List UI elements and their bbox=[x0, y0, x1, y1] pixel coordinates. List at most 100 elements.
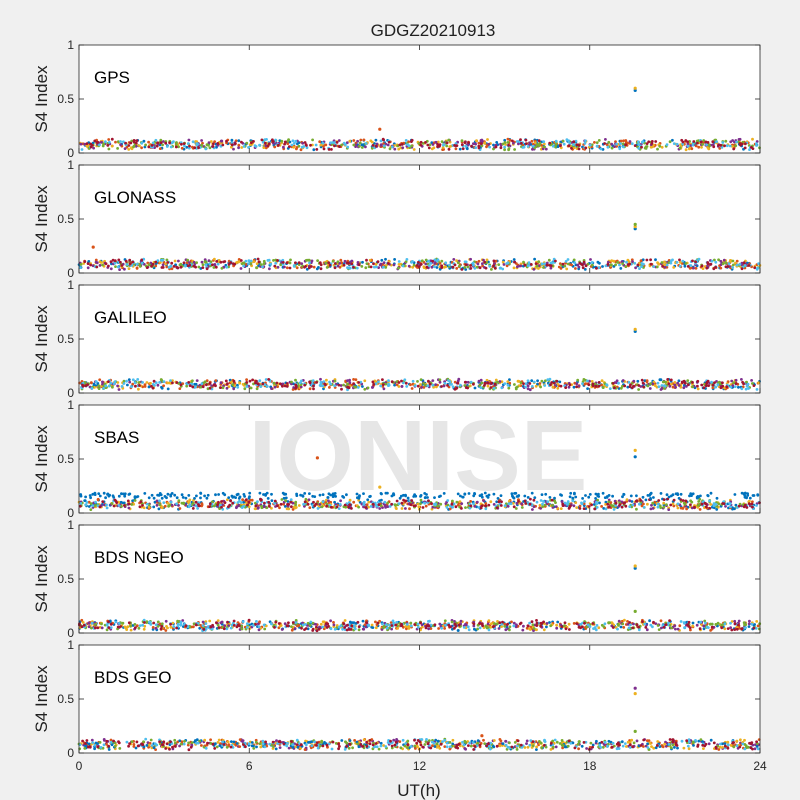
data-point bbox=[729, 259, 732, 262]
data-point bbox=[503, 382, 507, 385]
data-point bbox=[312, 384, 315, 388]
data-point bbox=[232, 387, 236, 391]
data-point bbox=[104, 496, 107, 500]
data-point bbox=[528, 388, 532, 392]
data-point bbox=[479, 378, 483, 382]
data-point bbox=[230, 143, 234, 147]
data-point bbox=[704, 502, 708, 506]
data-point bbox=[506, 380, 510, 383]
data-point bbox=[159, 141, 163, 145]
data-point bbox=[210, 384, 214, 387]
data-point bbox=[397, 385, 401, 388]
data-point bbox=[135, 262, 139, 266]
data-point bbox=[750, 379, 753, 382]
data-point bbox=[637, 140, 640, 144]
data-point bbox=[694, 266, 698, 270]
data-point bbox=[294, 139, 298, 143]
data-point bbox=[542, 142, 546, 146]
data-point bbox=[503, 624, 507, 628]
data-point bbox=[294, 261, 297, 265]
data-point bbox=[549, 264, 553, 267]
data-point bbox=[614, 501, 618, 505]
data-point bbox=[427, 264, 431, 267]
data-point bbox=[98, 494, 102, 498]
data-point bbox=[171, 381, 174, 385]
data-point bbox=[668, 384, 672, 388]
data-point bbox=[84, 495, 87, 499]
data-point bbox=[620, 260, 624, 263]
data-point bbox=[576, 378, 580, 382]
data-point bbox=[697, 500, 701, 503]
data-point bbox=[120, 264, 124, 267]
data-point bbox=[512, 621, 516, 625]
data-point bbox=[322, 144, 325, 148]
data-point bbox=[689, 144, 693, 147]
data-point bbox=[645, 145, 649, 148]
data-point bbox=[372, 262, 375, 266]
data-point bbox=[469, 267, 473, 270]
data-point bbox=[646, 502, 649, 506]
data-point bbox=[740, 491, 744, 495]
data-point bbox=[129, 141, 133, 145]
data-point bbox=[403, 378, 407, 382]
data-point bbox=[499, 266, 502, 270]
data-point bbox=[497, 263, 501, 266]
data-point bbox=[595, 144, 599, 148]
data-point bbox=[642, 506, 646, 509]
data-point bbox=[91, 264, 95, 268]
data-point bbox=[148, 263, 151, 267]
data-point bbox=[206, 493, 210, 497]
data-point bbox=[245, 141, 249, 145]
data-point bbox=[528, 628, 532, 631]
data-point bbox=[645, 142, 649, 146]
data-point bbox=[551, 144, 555, 148]
data-point bbox=[127, 144, 131, 147]
data-point bbox=[156, 259, 160, 263]
data-point bbox=[297, 144, 301, 148]
data-point bbox=[438, 378, 442, 382]
data-point bbox=[333, 266, 337, 270]
data-point bbox=[249, 262, 253, 266]
data-point bbox=[681, 140, 685, 144]
data-point bbox=[530, 379, 534, 383]
data-point bbox=[91, 504, 95, 508]
data-point bbox=[656, 502, 660, 506]
data-point bbox=[186, 258, 190, 262]
data-point bbox=[751, 147, 755, 151]
data-point bbox=[180, 142, 183, 146]
data-point bbox=[629, 383, 632, 387]
data-point bbox=[486, 622, 490, 626]
data-point bbox=[481, 262, 484, 266]
data-point bbox=[350, 262, 354, 266]
data-point bbox=[348, 620, 352, 624]
data-point bbox=[588, 493, 592, 496]
data-point bbox=[711, 140, 715, 144]
data-point bbox=[424, 262, 428, 266]
data-point bbox=[339, 258, 343, 262]
data-point bbox=[281, 263, 285, 266]
data-point bbox=[634, 266, 637, 270]
data-point bbox=[97, 384, 101, 388]
data-point bbox=[364, 142, 368, 145]
data-point bbox=[463, 260, 467, 264]
data-point bbox=[165, 258, 169, 262]
data-point bbox=[464, 386, 468, 389]
data-point bbox=[136, 495, 140, 498]
data-point bbox=[706, 141, 710, 144]
data-point bbox=[528, 141, 531, 145]
data-point bbox=[319, 143, 323, 147]
data-point bbox=[622, 139, 625, 143]
data-point bbox=[655, 265, 659, 269]
data-point bbox=[175, 381, 179, 384]
data-point bbox=[405, 258, 409, 261]
data-point bbox=[465, 147, 469, 151]
data-point bbox=[372, 265, 376, 269]
data-point bbox=[115, 501, 119, 504]
data-point bbox=[216, 503, 220, 506]
data-point bbox=[268, 267, 271, 271]
data-point bbox=[247, 262, 250, 266]
data-point bbox=[87, 505, 91, 508]
data-point bbox=[611, 382, 615, 385]
data-point bbox=[480, 138, 484, 142]
data-point bbox=[600, 383, 603, 387]
